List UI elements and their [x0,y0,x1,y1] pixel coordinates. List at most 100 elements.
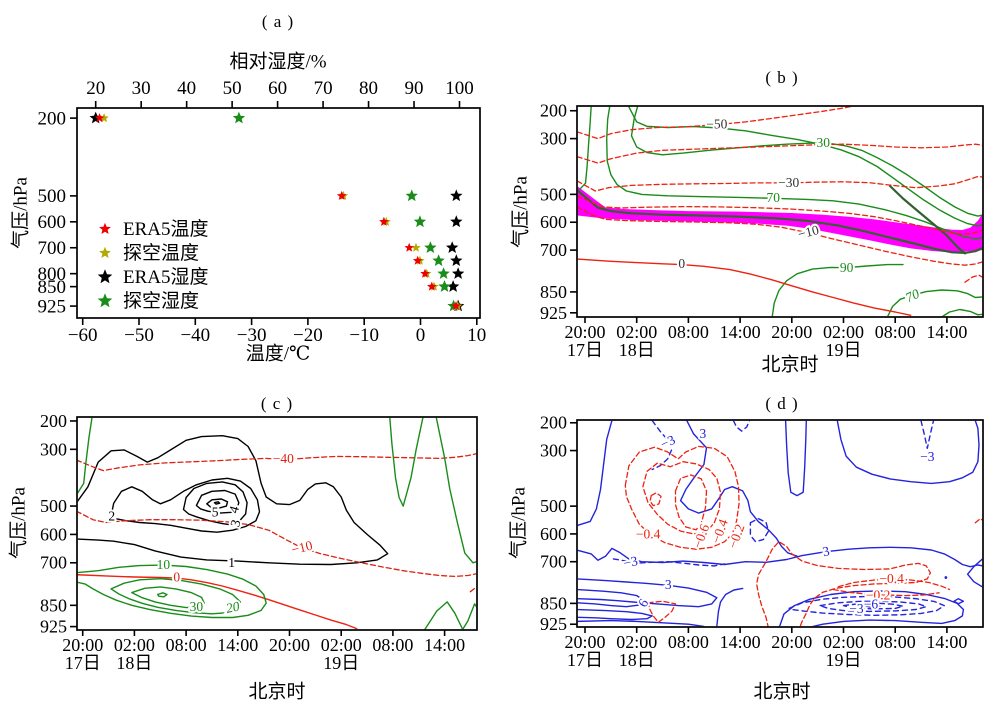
top-tick-label: 100 [445,78,474,99]
date-label: 17日 [65,653,101,673]
contour-line [842,602,904,610]
legend-item-sounding-rh: 探空湿度 [96,289,209,313]
scatter-point [338,190,349,200]
contour-label: −6 [864,597,879,612]
contour-label: −0.6 [690,522,713,550]
y-tick-label: 600 [540,212,567,232]
contour-line [974,517,983,524]
date-label: 18日 [116,653,152,673]
scatter-point [432,254,445,266]
x-tick-label: −10 [349,325,379,346]
top-tick-label: 70 [314,78,333,99]
x-tick-label: 14:00 [217,635,258,655]
top-tick-label: 50 [223,78,242,99]
star-icon-glyph [97,293,113,308]
contour-line [887,289,983,317]
scatter-point [411,242,421,252]
contour-line [577,106,854,140]
x-tick-label: 20:00 [564,632,605,652]
scatter-point [450,189,463,202]
x-tick-label: 20:00 [269,635,310,655]
scatter-point [437,267,450,279]
top-tick-label: 30 [132,78,151,99]
panel-c-y-axis-label: 气压/hPa [8,487,30,559]
x-tick-label: −40 [180,325,210,346]
top-tick-label: 90 [405,78,424,99]
contour-line [771,263,904,317]
x-tick-label: 08:00 [875,322,916,342]
contour-line [77,453,477,472]
scatter-point [405,189,418,202]
contour-line [749,517,770,543]
y-tick-label: 300 [40,439,67,459]
scatter-point [420,268,430,278]
y-tick-label: 800 [38,264,67,285]
contour-label: 70 [766,190,780,205]
y-tick-label: 600 [540,524,567,544]
contour-line [577,588,646,608]
contour-line [110,578,242,615]
contour-label: −10 [290,538,314,558]
plot-area [577,420,983,627]
y-tick-label: 925 [38,296,67,317]
x-tick-label: 20:00 [771,632,812,652]
date-label: 18日 [619,650,655,670]
y-tick-label: 925 [540,614,567,634]
contour-line [788,595,945,616]
scatter-point [450,215,463,228]
contour-line [577,608,653,621]
contour-line [579,106,592,190]
date-label: 19日 [826,340,862,360]
contour-line [732,420,751,432]
x-tick-label: 02:00 [321,635,362,655]
contour-line [832,588,940,597]
contour-line [674,474,708,531]
contour-line [77,511,477,578]
date-label: 19日 [826,650,862,670]
panel-b-y-axis-label: 气压/hPa [510,176,532,248]
panel-d-bottom-axis-label: 北京时 [753,681,811,703]
x-tick-label: 20:00 [564,322,605,342]
scatter-point [421,268,432,278]
legend-item-sounding-temp: 探空温度 [96,241,209,265]
contour-label: −0.4 [636,527,661,542]
top-tick-label: 60 [268,78,287,99]
y-tick-label: 200 [540,101,567,121]
contour-line [157,592,168,598]
contour-line [469,587,477,593]
x-tick-label: 14:00 [424,635,465,655]
legend-label: ERA5湿度 [123,266,209,288]
contour-label: 0 [678,256,685,271]
plot-border [576,419,984,628]
contour-line [577,189,983,254]
contour-label: 20 [224,598,241,616]
y-tick-label: 850 [540,282,567,302]
contour-line [606,106,983,240]
scatter-point [447,299,460,312]
y-tick-label: 700 [540,240,567,260]
contour-line [941,308,983,317]
contour-line [213,501,221,505]
contour-line [642,461,722,535]
contour-line [577,619,705,627]
y-tick-label: 300 [540,441,567,461]
plot-area [77,417,477,630]
top-tick-label: 80 [359,78,378,99]
contour-line [778,590,965,627]
scatter-point [452,267,465,279]
contour-label: 0 [173,570,180,585]
plot-area [577,106,983,317]
star-icon [97,269,113,284]
contour-line [920,420,935,449]
contour-line [110,477,261,533]
contour-label: 70 [903,286,922,305]
y-tick-label: 600 [38,212,67,233]
panel-c-plot: −40 2 5 4 3 −10 1 100 30 20 20:00 02:00 08:00 14:00 20… [40,411,478,673]
panel-a-title: ( a ) [261,12,295,31]
x-tick-label: 14:00 [720,322,761,342]
contour-line [964,274,983,283]
contour-label: −3 [658,432,678,452]
scatter-point [447,280,460,292]
x-tick-label: 14:00 [926,632,967,652]
y-tick-label: 700 [40,553,67,573]
